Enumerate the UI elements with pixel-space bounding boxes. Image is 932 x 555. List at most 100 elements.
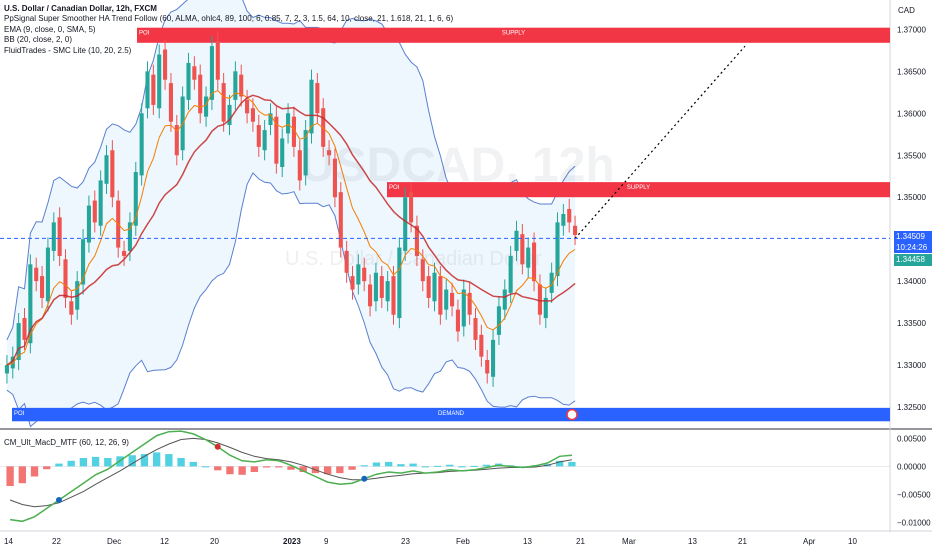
- histogram-bar: [55, 463, 63, 467]
- poi-label: POI: [389, 185, 400, 191]
- histogram-bar: [568, 461, 576, 467]
- time-tick-label: Feb: [456, 537, 470, 546]
- candle-body: [221, 83, 226, 122]
- candle-body: [286, 113, 291, 134]
- candle-body: [16, 323, 21, 361]
- description-watermark: U.S. Dollar / Canadian Dollar: [285, 248, 542, 270]
- candle-body: [508, 255, 513, 293]
- candle-body: [332, 158, 337, 198]
- candle-body: [391, 276, 396, 315]
- candle-body: [397, 247, 402, 319]
- supply-zone[interactable]: [387, 182, 890, 198]
- candle-body: [198, 74, 203, 114]
- candle-body: [549, 272, 554, 293]
- candle-body: [174, 125, 179, 156]
- candle-body: [467, 292, 472, 315]
- histogram-bar: [262, 466, 271, 468]
- histogram-bar: [250, 466, 259, 472]
- candle-body: [561, 214, 566, 226]
- time-tick-label: 2023: [283, 537, 301, 546]
- time-tick-label: 23: [401, 537, 410, 546]
- oscillator-tick-label: 0.00500: [897, 434, 926, 443]
- candle-body: [362, 267, 367, 282]
- candle-body: [245, 99, 250, 114]
- candle-body: [204, 96, 209, 117]
- histogram-bar: [177, 458, 185, 467]
- candle-body: [373, 272, 378, 302]
- candle-body: [379, 276, 384, 298]
- price-tick-label: 1.33000: [897, 361, 926, 370]
- candle-body: [327, 150, 332, 156]
- candle-body: [338, 192, 343, 248]
- histogram-bar: [409, 463, 417, 467]
- candle-body: [403, 197, 408, 251]
- price-tick-label: 1.36000: [897, 109, 926, 118]
- candle-body: [350, 276, 355, 290]
- candle-body: [303, 130, 308, 176]
- histogram-bar: [43, 466, 51, 470]
- candle-body: [514, 230, 519, 251]
- indicator-legend-bb[interactable]: BB (20, close, 2, 0): [4, 35, 73, 45]
- time-tick-label: 13: [523, 537, 532, 546]
- supply-zone[interactable]: [137, 27, 890, 43]
- candle-body: [139, 113, 144, 176]
- candle-body: [239, 74, 244, 97]
- price-tick-label: 1.35500: [897, 151, 926, 160]
- histogram-bar: [360, 465, 368, 467]
- histogram-bar: [79, 458, 88, 467]
- currency-label: CAD: [898, 6, 915, 15]
- indicator-legend-supersmoother[interactable]: PpSignal Super Smoother HA Trend Follow …: [4, 14, 454, 24]
- oscillator-tick-label: −0.01000: [897, 518, 931, 527]
- last-price-badge: 1.34509: [894, 231, 932, 243]
- histogram-bar: [433, 465, 442, 467]
- demand-zone[interactable]: [12, 407, 890, 422]
- histogram-bar: [482, 464, 491, 467]
- candle-body: [291, 116, 296, 147]
- candle-body: [479, 334, 484, 357]
- alert-icon[interactable]: [566, 408, 578, 421]
- candle-body: [86, 205, 91, 243]
- symbol-title[interactable]: U.S. Dollar / Canadian Dollar, 12h, FXCM: [4, 4, 157, 13]
- oscillator-tick-label: −0.00500: [897, 490, 931, 499]
- poi-label: POI: [14, 411, 25, 417]
- candle-body: [40, 276, 45, 298]
- candle-body: [268, 113, 273, 126]
- candle-body: [186, 62, 191, 100]
- price-tick-label: 1.34000: [897, 277, 926, 286]
- candle-body: [537, 284, 542, 315]
- time-tick-label: 12: [160, 537, 169, 546]
- candle-body: [45, 247, 50, 302]
- candle-body: [250, 108, 255, 122]
- indicator-legend-ema[interactable]: EMA (9, close, 0, SMA, 5): [4, 24, 96, 34]
- candle-body: [368, 284, 373, 307]
- oscillator-legend[interactable]: CM_Ult_MacD_MTF (60, 12, 26, 9): [4, 438, 129, 447]
- histogram-bar: [18, 466, 26, 484]
- candle-body: [122, 250, 127, 256]
- histogram-bar: [287, 466, 295, 470]
- histogram-bar: [275, 466, 283, 468]
- candle-body: [63, 259, 68, 298]
- candle-body: [309, 79, 314, 134]
- supply-zone-label: SUPPLY: [502, 31, 525, 37]
- indicator-legend-smc[interactable]: FluidTrades - SMC Lite (10, 20, 2.5): [4, 45, 132, 55]
- candle-body: [573, 225, 578, 235]
- candle-body: [473, 318, 478, 340]
- candle-body: [520, 234, 525, 265]
- price-tick-label: 1.36500: [897, 67, 926, 76]
- candle-body: [432, 272, 437, 302]
- time-tick-label: 20: [210, 537, 219, 546]
- supply-zone-label: SUPPLY: [627, 185, 650, 191]
- candle-body: [157, 54, 162, 109]
- candle-body: [409, 192, 414, 223]
- main-legend: U.S. Dollar / Canadian Dollar, 12h, FXCM…: [4, 4, 453, 56]
- candle-body: [526, 247, 531, 268]
- candle-body: [163, 49, 168, 80]
- candle-body: [51, 222, 56, 251]
- candle-body: [92, 200, 97, 223]
- histogram-bar: [348, 466, 356, 470]
- price-tick-label: 1.33500: [897, 319, 926, 328]
- candle-body: [110, 150, 115, 198]
- price-tick-label: 1.37000: [897, 25, 926, 34]
